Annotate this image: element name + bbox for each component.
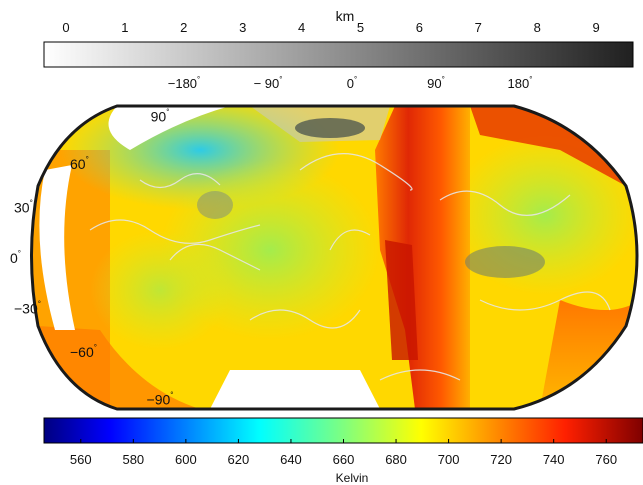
temperature-tick-10: 760 xyxy=(595,452,617,467)
elevation-tick-8: 8 xyxy=(534,20,541,35)
elevation-tick-2: 2 xyxy=(180,20,187,35)
latitude-label-2: 30° xyxy=(14,198,33,215)
elevation-colorbar-label: km xyxy=(336,8,355,24)
hot-band xyxy=(375,106,470,409)
latitude-label-3: 0° xyxy=(10,249,21,266)
temperature-tick-2: 600 xyxy=(175,452,197,467)
southwest-green-zone xyxy=(90,230,230,350)
elevation-tick-5: 5 xyxy=(357,20,364,35)
latitude-labels: 90° 60° 30° 0° −30° −60° −90° xyxy=(10,108,173,408)
temperature-tick-1: 580 xyxy=(122,452,144,467)
temperature-tick-6: 680 xyxy=(385,452,407,467)
highland-dark-west xyxy=(197,191,233,219)
longitude-label-4: 180° xyxy=(508,75,533,91)
highland-dark-north xyxy=(295,118,365,138)
data-gap-north xyxy=(108,106,230,150)
latitude-label-1: 60° xyxy=(70,155,89,172)
longitude-label-1: − 90° xyxy=(254,75,283,91)
temperature-tick-9: 740 xyxy=(543,452,565,467)
temperature-tick-0: 560 xyxy=(70,452,92,467)
temperature-tick-7: 700 xyxy=(438,452,460,467)
latitude-label-0: 90° xyxy=(151,108,170,125)
latitude-label-5: −60° xyxy=(70,343,97,360)
temperature-tick-3: 620 xyxy=(228,452,250,467)
globe-outline xyxy=(30,104,639,411)
elevation-tick-7: 7 xyxy=(475,20,482,35)
temperature-colorbar: 560 580 600 620 640 660 680 700 720 740 760 Kelvin xyxy=(43,417,643,485)
temperature-colorbar-label: Kelvin xyxy=(336,471,369,485)
temperature-map xyxy=(31,106,637,409)
highland-dark-east xyxy=(465,246,545,278)
hot-band-core xyxy=(385,240,418,360)
temperature-tick-4: 640 xyxy=(280,452,302,467)
latitude-label-4: −30° xyxy=(14,300,41,317)
southwest-warm-rim xyxy=(38,326,200,409)
map-panel: 90° 60° 30° 0° −30° −60° −90° xyxy=(10,104,639,411)
temperature-tick-5: 660 xyxy=(333,452,355,467)
northeast-hot-zone xyxy=(470,106,626,186)
elevation-tick-0: 0 xyxy=(62,20,69,35)
longitude-labels: −180° − 90° 0° 90° 180° xyxy=(168,75,533,91)
elevation-tick-3: 3 xyxy=(239,20,246,35)
elevation-tick-1: 1 xyxy=(121,20,128,35)
longitude-label-2: 0° xyxy=(347,75,357,91)
longitude-label-3: 90° xyxy=(427,75,445,91)
elevation-colorbar-bar xyxy=(43,41,634,68)
latitude-label-6: −90° xyxy=(147,390,174,407)
temperature-tick-8: 720 xyxy=(490,452,512,467)
temperature-colorbar-bar xyxy=(43,417,643,444)
temperature-colorbar-ticks: 560 580 600 620 640 660 680 700 720 740 760 xyxy=(70,439,617,467)
elevation-colorbar: km 0 1 2 3 4 5 6 7 8 9 xyxy=(43,8,634,68)
elevation-tick-4: 4 xyxy=(298,20,305,35)
data-gap-south xyxy=(210,370,380,409)
longitude-label-0: −180° xyxy=(168,75,201,91)
elevation-contours xyxy=(89,153,611,381)
data-gap-west xyxy=(39,165,75,330)
elevation-tick-9: 9 xyxy=(592,20,599,35)
elevation-tick-6: 6 xyxy=(416,20,423,35)
